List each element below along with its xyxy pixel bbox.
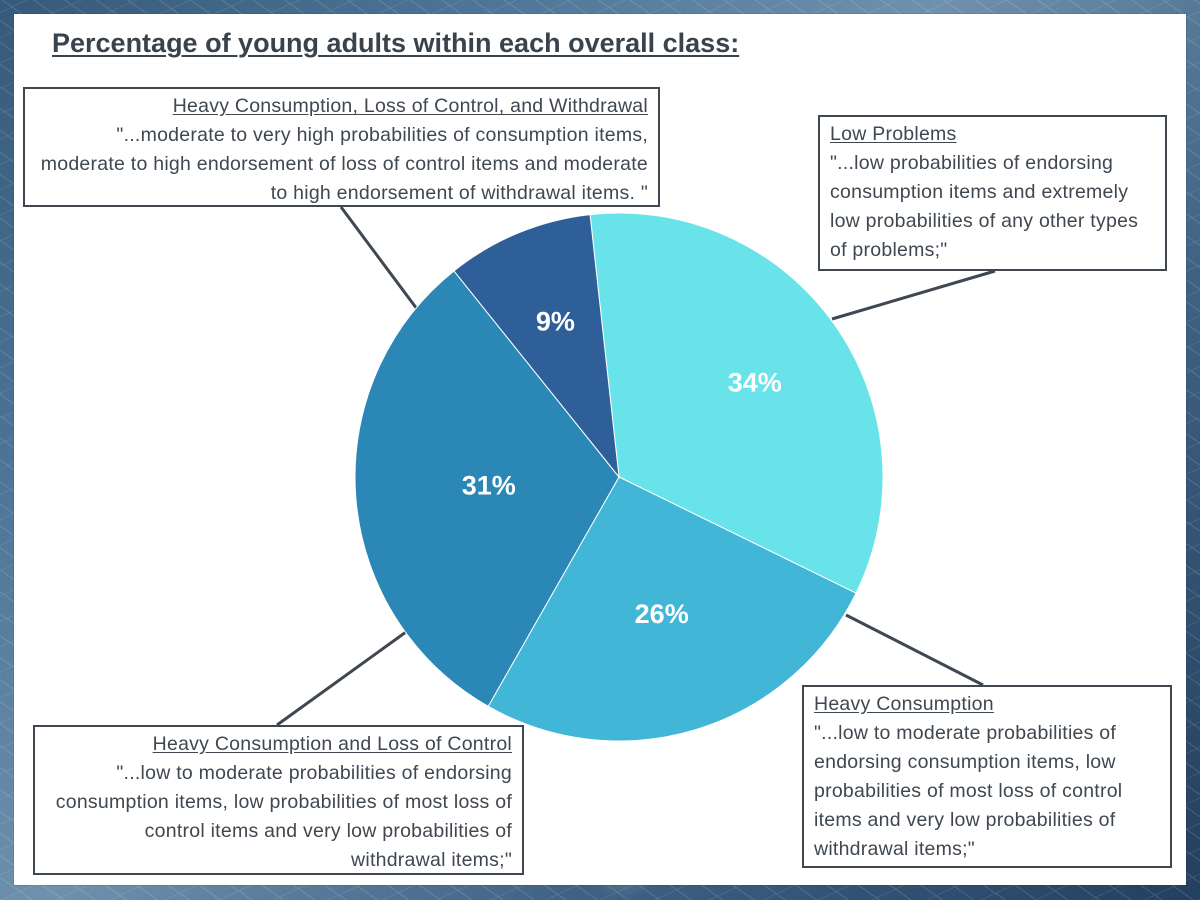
pie-slice-heavy-consumption-and-loss-of-control xyxy=(354,270,620,708)
pie-label-low-problems: 34% xyxy=(728,368,782,398)
callout-title-heavy-consumption-loss-control-withdrawal: Heavy Consumption, Loss of Control, and … xyxy=(172,95,648,117)
pie-slice-heavy-consumption xyxy=(487,476,857,742)
page-title: Percentage of young adults within each o… xyxy=(52,28,740,58)
pie-label-heavy-consumption-and-loss-of-control: 31% xyxy=(462,471,516,501)
callout-description-heavy-consumption-loss-control: "...low to moderate probabilities of end… xyxy=(55,762,512,871)
leader-line-low-problems xyxy=(831,269,996,321)
callout-heavy-consumption-loss-control-withdrawal: Heavy Consumption, Loss of Control, and … xyxy=(23,87,660,207)
callout-low-problems: Low Problems "...low probabilities of en… xyxy=(818,115,1167,271)
pie-slice-low-problems xyxy=(589,212,884,594)
pie-label-heavy-consumption: 26% xyxy=(635,599,689,629)
callout-leader-lines xyxy=(276,206,996,727)
callout-description-low-problems: "...low probabilities of endorsing consu… xyxy=(830,152,1139,261)
callout-title-heavy-consumption: Heavy Consumption xyxy=(814,693,994,715)
callout-title-heavy-consumption-loss-control: Heavy Consumption and Loss of Control xyxy=(152,733,512,755)
leader-line-heavy-consumption-loss-control-withdrawal xyxy=(339,206,419,310)
pie-slice-heavy-consumption-loss-of-control-and-withdrawal xyxy=(453,214,620,479)
callout-heavy-consumption: Heavy Consumption "...low to moderate pr… xyxy=(802,685,1172,868)
pie-label-heavy-consumption-loss-of-control-and-withdrawal: 9% xyxy=(536,306,575,336)
pie-slices xyxy=(354,212,884,742)
callout-description-heavy-consumption-loss-control-withdrawal: "...moderate to very high probabilities … xyxy=(40,124,648,204)
callout-description-heavy-consumption: "...low to moderate probabilities of end… xyxy=(814,722,1123,860)
leader-line-heavy-consumption xyxy=(845,613,984,687)
leader-line-heavy-consumption-loss-control xyxy=(276,630,407,727)
pie-slice-labels: 34% 26% 31% 9% xyxy=(462,306,782,628)
callout-heavy-consumption-loss-control: Heavy Consumption and Loss of Control ".… xyxy=(33,725,524,875)
callout-title-low-problems: Low Problems xyxy=(830,123,957,145)
